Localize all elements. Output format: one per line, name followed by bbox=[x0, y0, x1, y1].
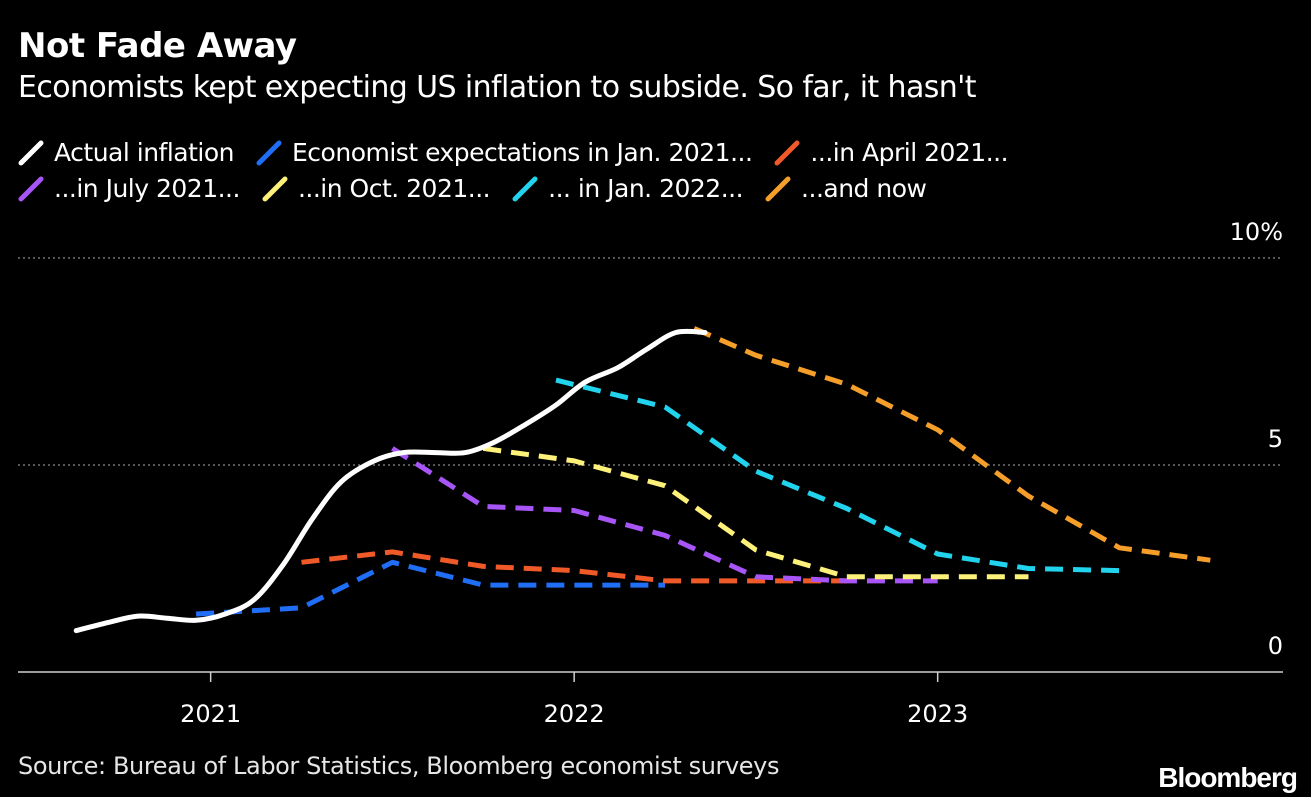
legend-item-now: ...and now bbox=[765, 174, 927, 203]
legend-swatch-oct-2021 bbox=[262, 176, 288, 201]
legend-item-actual: Actual inflation bbox=[18, 138, 235, 167]
series-line-in-jan-2022 bbox=[555, 377, 1120, 574]
x-tick-label-2023: 2023 bbox=[907, 700, 968, 728]
y-tick-label-10: 10% bbox=[1230, 218, 1283, 246]
series-line-in-july-2021 bbox=[391, 446, 938, 584]
legend-swatch-jan-2021 bbox=[256, 140, 282, 165]
legend-item-july-2021: ...in July 2021... bbox=[18, 174, 240, 203]
series-line-economist-expectations-in-jan-2021 bbox=[195, 559, 665, 617]
bloomberg-logo: Bloomberg bbox=[1158, 762, 1298, 793]
legend-item-jan-2022: ... in Jan. 2022... bbox=[512, 174, 744, 203]
tick-labels: 0 5 10% 2021 2022 2023 bbox=[180, 218, 1283, 728]
x-axis bbox=[18, 671, 1283, 682]
legend-label-july-2021: ...in July 2021... bbox=[54, 174, 240, 203]
y-tick-label-5: 5 bbox=[1268, 425, 1283, 453]
legend-swatch-july-2021 bbox=[18, 176, 44, 201]
legend-item-jan-2021: Economist expectations in Jan. 2021... bbox=[256, 138, 753, 167]
chart-subtitle: Economists kept expecting US inflation t… bbox=[18, 70, 977, 105]
legend-label-now: ...and now bbox=[801, 174, 927, 203]
legend-row-1: Actual inflation Economist expectations … bbox=[18, 138, 1030, 167]
series-line-and-now bbox=[693, 326, 1211, 563]
legend-swatch-jan-2022 bbox=[512, 176, 538, 201]
series-line-in-april-2021 bbox=[301, 549, 847, 584]
series-line-actual-inflation bbox=[73, 328, 708, 634]
x-tick-label-2021: 2021 bbox=[180, 700, 241, 728]
gridlines bbox=[18, 257, 1283, 466]
legend-label-actual: Actual inflation bbox=[54, 138, 235, 167]
legend-swatch-april-2021 bbox=[774, 140, 800, 165]
chart-title: Not Fade Away bbox=[18, 26, 297, 66]
source-note: Source: Bureau of Labor Statistics, Bloo… bbox=[18, 752, 780, 780]
x-tick-label-2022: 2022 bbox=[544, 700, 605, 728]
series-line-in-oct-2021 bbox=[482, 445, 1029, 580]
legend-swatch-now bbox=[765, 176, 791, 201]
legend-label-jan-2022: ... in Jan. 2022... bbox=[548, 174, 744, 203]
legend-row-2: ...in July 2021... ...in Oct. 2021... ..… bbox=[18, 174, 948, 203]
legend-label-april-2021: ...in April 2021... bbox=[810, 138, 1009, 167]
legend-swatch-actual bbox=[18, 140, 44, 165]
legend-item-april-2021: ...in April 2021... bbox=[774, 138, 1009, 167]
y-tick-label-0: 0 bbox=[1268, 632, 1283, 660]
series-lines bbox=[73, 326, 1211, 634]
legend-item-oct-2021: ...in Oct. 2021... bbox=[262, 174, 491, 203]
legend-label-oct-2021: ...in Oct. 2021... bbox=[297, 174, 491, 203]
legend-label-jan-2021: Economist expectations in Jan. 2021... bbox=[292, 138, 753, 167]
